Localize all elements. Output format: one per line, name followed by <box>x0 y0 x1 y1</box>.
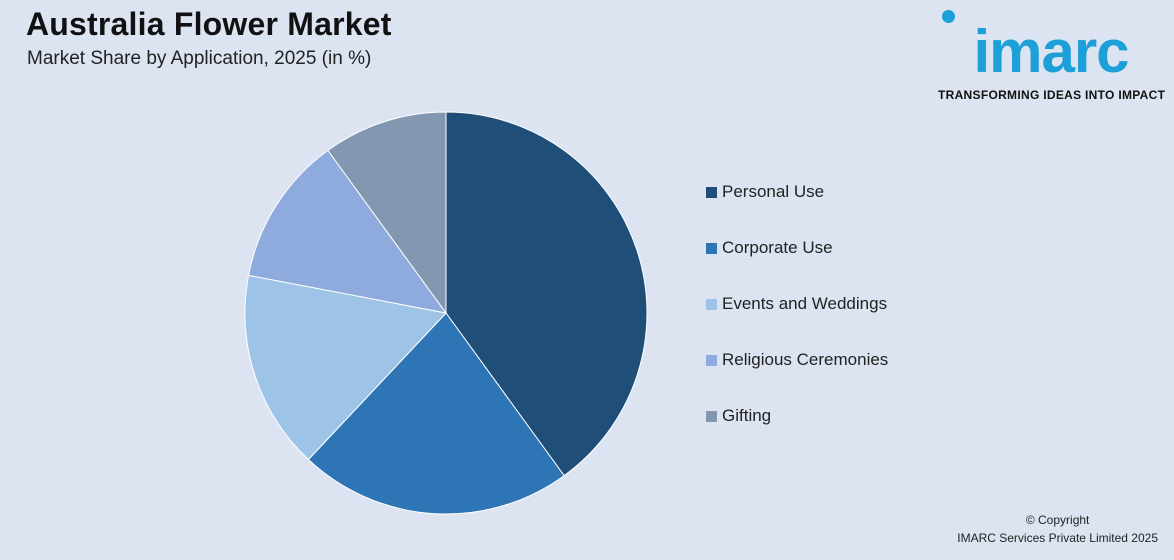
legend-label: Gifting <box>722 406 772 425</box>
logo-wordmark: imarc <box>973 18 1129 85</box>
legend-item: Corporate Use <box>706 236 888 260</box>
legend-item: Personal Use <box>706 180 888 204</box>
copyright-line-1: © Copyright <box>1025 513 1090 527</box>
copyright-notice: © Copyright IMARC Services Private Limit… <box>957 511 1158 547</box>
legend-swatch <box>706 410 717 422</box>
legend-swatch <box>706 298 717 310</box>
pie-slice-corporate-use <box>307 312 565 515</box>
chart-title: Australia Flower Market <box>26 6 392 42</box>
legend-label: Events and Weddings <box>722 294 888 313</box>
legend-swatch <box>706 354 717 366</box>
legend-label: Corporate Use <box>722 238 833 257</box>
legend-item: Gifting <box>706 404 888 428</box>
legend-item: Events and Weddings <box>706 292 888 316</box>
chart-subtitle: Market Share by Application, 2025 (in %) <box>27 48 372 69</box>
legend-item: Religious Ceremonies <box>706 348 888 372</box>
copyright-line-2: IMARC Services Private Limited 2025 <box>957 531 1158 545</box>
legend-swatch <box>706 242 717 254</box>
chart-legend: Personal Use Corporate Use Events and Wedd… <box>706 180 888 460</box>
logo-dot-icon <box>942 10 955 23</box>
pie-slice-religious-ceremonies <box>247 149 448 314</box>
legend-label: Religious Ceremonies <box>722 350 889 369</box>
pie-slice-personal-use <box>445 111 648 477</box>
pie-slice-events-and-weddings <box>244 274 447 461</box>
pie-slice-gifting <box>327 111 447 315</box>
imarc-logo: imarc TRANSFORMING IDEAS INTO IMPACT <box>938 8 1166 104</box>
logo-tagline: TRANSFORMING IDEAS INTO IMPACT <box>938 88 1166 102</box>
legend-label: Personal Use <box>722 182 825 201</box>
legend-swatch <box>706 186 717 198</box>
